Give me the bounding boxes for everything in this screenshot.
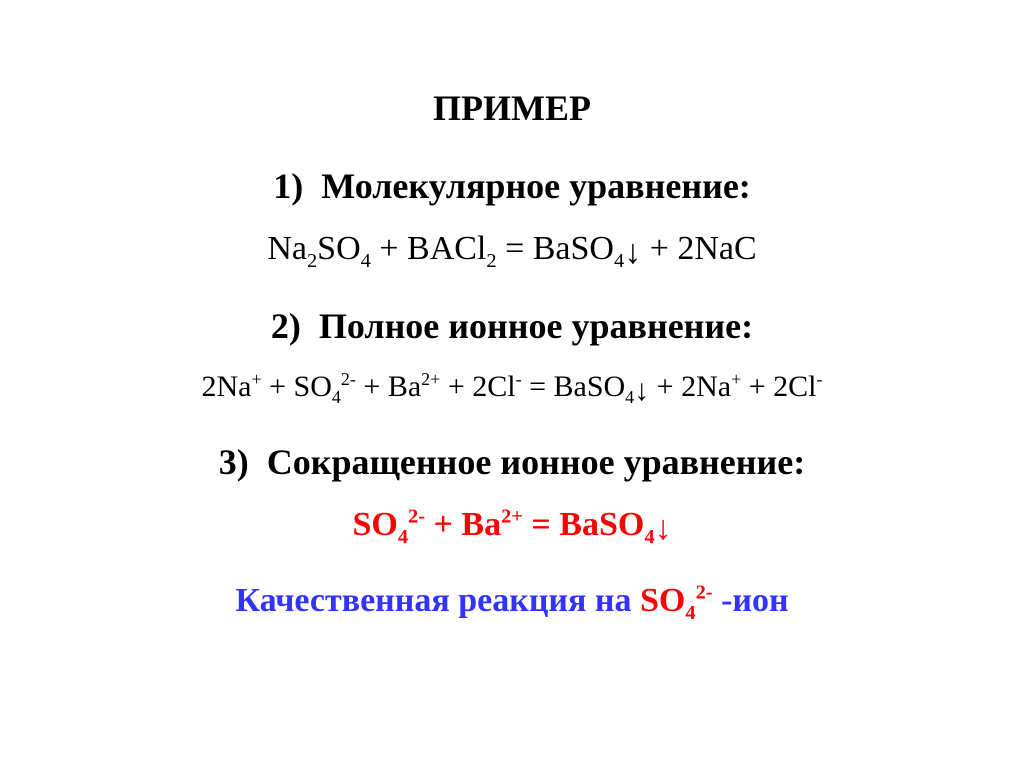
heading-number: 3) xyxy=(219,442,249,482)
heading-full-ionic: 2) Полное ионное уравнение: xyxy=(0,308,1024,344)
qualitative-prefix: Качественная реакция на xyxy=(235,582,640,619)
heading-molecular: 1) Молекулярное уравнение: xyxy=(0,168,1024,204)
slide-title: ПРИМЕР xyxy=(0,90,1024,126)
heading-label: Молекулярное уравнение: xyxy=(321,166,751,206)
heading-number: 1) xyxy=(273,166,303,206)
qualitative-reaction-note: Качественная реакция на SO42- -ион xyxy=(0,584,1024,618)
equation-molecular: Na2SO4 + BACl2 = BaSO4↓ + 2NaC xyxy=(0,232,1024,266)
heading-label: Полное ионное уравнение: xyxy=(319,306,753,346)
slide: ПРИМЕР 1) Молекулярное уравнение: Na2SO4 … xyxy=(0,0,1024,768)
heading-net-ionic: 3) Сокращенное ионное уравнение: xyxy=(0,444,1024,480)
heading-number: 2) xyxy=(271,306,301,346)
qualitative-suffix: -ион xyxy=(713,582,789,619)
heading-label: Сокращенное ионное уравнение: xyxy=(267,442,805,482)
qualitative-ion: SO42- xyxy=(640,582,713,619)
equation-full-ionic: 2Na+ + SO42- + Ba2+ + 2Cl- = BaSO4↓ + 2N… xyxy=(0,372,1024,402)
equation-net-ionic: SO42- + Ba2+ = BaSO4↓ xyxy=(0,508,1024,542)
